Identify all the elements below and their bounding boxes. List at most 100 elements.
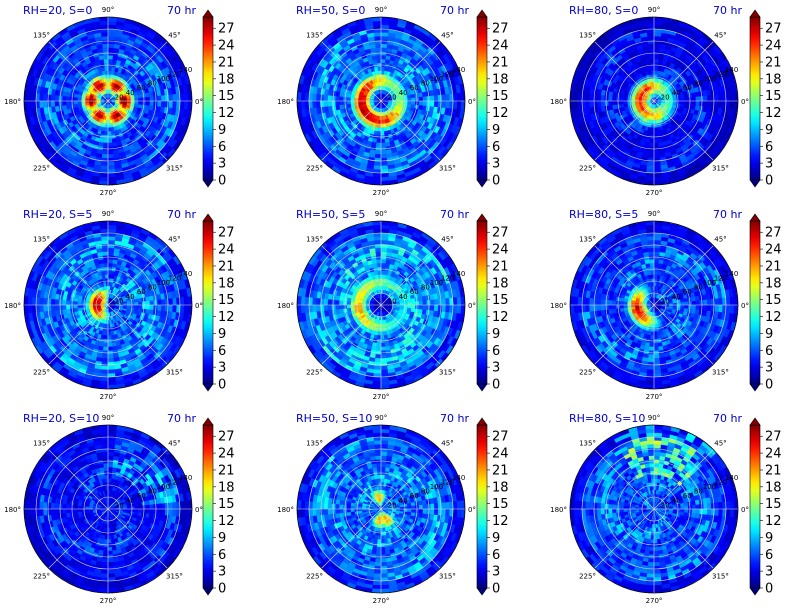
heat-cell xyxy=(653,47,660,52)
colorbar-tick-label: 6 xyxy=(218,140,226,155)
heat-cell xyxy=(172,93,177,102)
heat-cell xyxy=(653,20,663,26)
heat-cell xyxy=(54,299,59,306)
colorbar-extend-max xyxy=(476,9,488,18)
heat-cell xyxy=(315,100,321,108)
heat-cell xyxy=(372,176,382,182)
heat-cell xyxy=(107,342,113,348)
heat-cell xyxy=(653,35,661,41)
heat-cell xyxy=(684,100,689,105)
heat-cell xyxy=(99,176,109,182)
heat-cell xyxy=(707,100,712,108)
heat-cell xyxy=(380,20,390,26)
heat-cell xyxy=(378,123,382,128)
heat-cell xyxy=(312,100,317,109)
heat-cell xyxy=(168,94,174,102)
heat-cell xyxy=(623,97,628,102)
polar-panel-3: 204060801001201400°45°90°135°180°225°270… xyxy=(550,4,781,197)
colorbar-tick-label: 15 xyxy=(765,89,782,104)
heat-cell xyxy=(107,354,114,359)
heat-cell xyxy=(179,92,185,102)
heat-cell xyxy=(653,66,658,71)
heat-cell xyxy=(410,104,416,109)
heat-cell xyxy=(374,154,382,159)
colorbar-tick-label: 21 xyxy=(218,55,235,70)
heat-cell xyxy=(441,94,447,102)
heat-cell xyxy=(103,259,109,264)
heat-cell xyxy=(107,70,112,75)
angle-tick-label: 90° xyxy=(102,6,114,14)
angle-tick-label: 135° xyxy=(306,32,323,40)
radial-tick-label: 140 xyxy=(452,66,465,74)
radial-tick-label: 20 xyxy=(388,93,397,101)
heat-cell xyxy=(31,100,37,110)
heat-cell xyxy=(179,100,185,110)
heat-cell xyxy=(725,100,731,110)
heat-cell xyxy=(107,77,111,83)
heat-cell xyxy=(102,150,109,155)
heat-cell xyxy=(384,66,389,72)
panel-time-label: 70 hr xyxy=(713,4,742,17)
heat-cell xyxy=(346,93,352,98)
heat-cell xyxy=(27,100,33,110)
heat-cell xyxy=(411,97,416,102)
heat-cell xyxy=(407,100,412,105)
heat-cell xyxy=(380,58,386,64)
heat-cell xyxy=(65,100,71,106)
heat-cell xyxy=(107,24,117,30)
heat-cell xyxy=(703,95,708,102)
heat-cell xyxy=(592,100,598,108)
heat-cell xyxy=(145,304,151,310)
heat-cell xyxy=(107,17,117,22)
colorbar-tick-label: 21 xyxy=(765,55,782,70)
heat-cell xyxy=(374,35,382,41)
heat-cell xyxy=(452,92,458,102)
heat-cell xyxy=(695,100,700,106)
heat-cell xyxy=(338,96,344,102)
heat-cell xyxy=(374,39,382,45)
colorbar-tick-label: 12 xyxy=(492,106,509,121)
heat-cell xyxy=(653,32,662,37)
heat-cell xyxy=(105,119,109,125)
colorbar-tick-label: 18 xyxy=(765,72,782,87)
heat-cell xyxy=(164,100,170,108)
heat-cell xyxy=(102,47,109,52)
heat-cell xyxy=(73,301,78,306)
heat-cell xyxy=(653,77,657,83)
heat-cell xyxy=(100,334,105,340)
heat-cell xyxy=(126,304,132,308)
heat-cell xyxy=(676,100,681,104)
heat-cell xyxy=(619,100,624,105)
colorbar-tick-label: 27 xyxy=(492,22,509,37)
angle-tick-label: 0° xyxy=(468,98,476,106)
angle-tick-label: 270° xyxy=(373,189,390,197)
angle-tick-label: 180° xyxy=(550,98,567,106)
heat-cell xyxy=(596,94,601,102)
heat-cell xyxy=(73,304,78,309)
heat-cell xyxy=(619,93,625,98)
heat-cell xyxy=(585,93,590,102)
heat-cell xyxy=(62,300,67,306)
colorbar-tick-label: 27 xyxy=(765,22,782,37)
heat-cell xyxy=(653,172,663,178)
heat-cell xyxy=(111,66,116,72)
heat-cell xyxy=(650,127,655,132)
heat-cell xyxy=(650,66,655,71)
heat-cell xyxy=(134,304,139,309)
radial-tick-label: 40 xyxy=(672,89,681,97)
heat-cell xyxy=(104,270,109,275)
heat-cell xyxy=(39,93,44,102)
heat-cell xyxy=(380,161,388,167)
heat-cell xyxy=(623,94,629,99)
angle-tick-label: 135° xyxy=(33,32,50,40)
heat-cell xyxy=(647,126,652,132)
heat-cell xyxy=(138,100,143,105)
heat-cell xyxy=(172,100,177,109)
heat-cell xyxy=(357,98,363,102)
heat-cell xyxy=(380,32,389,37)
heat-cell xyxy=(107,43,115,48)
heat-cell xyxy=(145,300,151,306)
angle-tick-label: 45° xyxy=(168,32,180,40)
angle-tick-label: 90° xyxy=(648,6,660,14)
